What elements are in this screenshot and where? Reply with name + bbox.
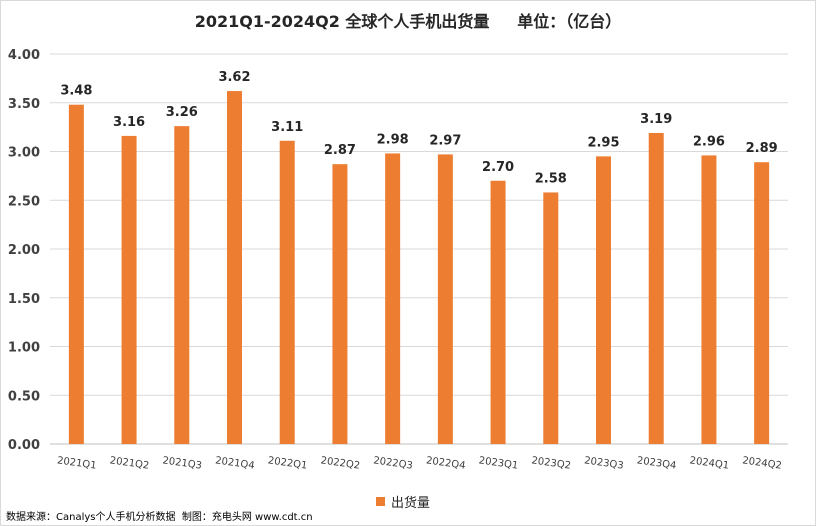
y-tick-label: 0.50: [8, 389, 40, 404]
y-tick-label: 2.50: [8, 194, 40, 209]
data-label: 2.70: [482, 160, 514, 175]
data-label: 3.16: [113, 115, 145, 130]
x-tick-label: 2021Q4: [214, 455, 255, 471]
data-label: 2.96: [693, 134, 725, 149]
y-tick-label: 2.00: [8, 243, 40, 258]
bar: [701, 155, 717, 444]
legend: 出货量: [376, 492, 430, 511]
data-label: 3.11: [271, 120, 303, 135]
data-label: 3.26: [166, 105, 198, 120]
x-tick-label: 2022Q4: [425, 455, 466, 471]
x-tick-label: 2022Q3: [373, 455, 414, 471]
bar: [385, 153, 401, 444]
source-note: 数据来源：Canalys个人手机分析数据 制图：充电头网 www.cdt.cn: [6, 512, 313, 523]
x-tick-label: 2024Q2: [742, 455, 783, 471]
x-tick-label: 2021Q2: [109, 455, 150, 471]
x-tick-label: 2024Q1: [689, 455, 730, 471]
bar: [332, 164, 348, 445]
data-label: 2.98: [377, 132, 409, 147]
bar: [174, 126, 190, 445]
bar: [68, 104, 84, 444]
x-tick-label: 2022Q2: [320, 455, 361, 471]
y-tick-label: 3.50: [8, 97, 40, 112]
legend-swatch: [376, 497, 385, 506]
y-tick-label: 0.00: [8, 438, 40, 453]
chart-title: 2021Q1-2024Q2 全球个人手机出货量 单位：（亿台）: [194, 12, 622, 31]
bar: [227, 91, 242, 445]
data-label: 2.87: [324, 143, 356, 158]
data-label: 2.89: [746, 141, 778, 156]
data-label: 3.19: [640, 112, 672, 127]
y-tick-label: 3.00: [8, 146, 40, 161]
bar: [596, 156, 611, 444]
bar: [490, 180, 506, 444]
data-label: 2.95: [587, 135, 619, 150]
data-label: 3.62: [218, 70, 250, 85]
x-tick-label: 2023Q1: [478, 455, 519, 471]
y-tick-label: 1.50: [8, 292, 40, 307]
y-tick-label: 4.00: [8, 48, 40, 63]
x-tick-label: 2022Q1: [267, 455, 308, 471]
bar: [543, 192, 559, 444]
bar: [437, 154, 453, 445]
legend-label: 出货量: [391, 496, 431, 511]
x-tick-label: 2021Q3: [162, 455, 203, 471]
y-tick-label: 1.00: [8, 341, 40, 356]
x-tick-label: 2021Q1: [56, 455, 97, 471]
bar: [121, 135, 137, 444]
bar: [279, 140, 295, 444]
bar: [754, 162, 770, 444]
x-tick-label: 2023Q4: [636, 455, 677, 471]
x-tick-label: 2023Q3: [583, 455, 624, 471]
data-label: 2.97: [429, 133, 461, 148]
x-tick-label: 2023Q2: [531, 455, 572, 471]
data-label: 3.48: [60, 84, 92, 99]
data-label: 2.58: [535, 171, 567, 186]
bar: [648, 132, 664, 444]
